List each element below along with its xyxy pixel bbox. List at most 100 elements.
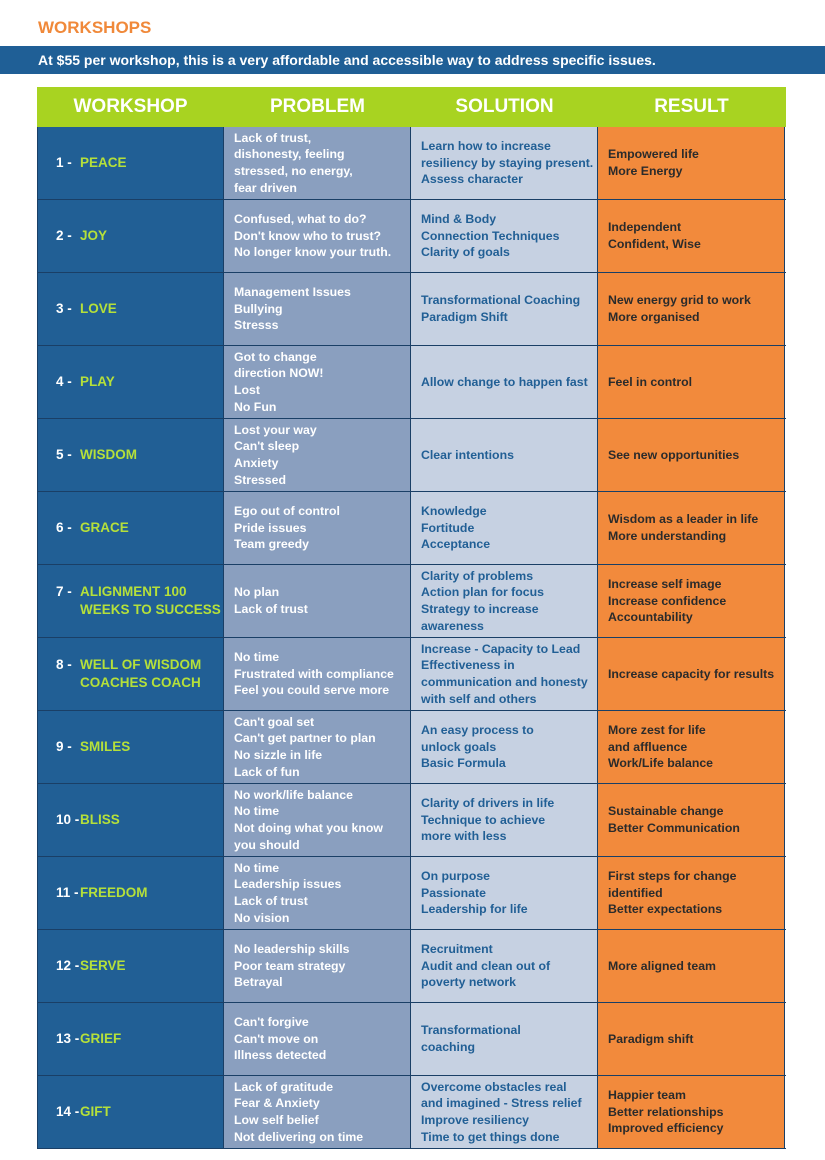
solution-line: Transformational (421, 1023, 521, 1038)
result-cell: New energy grid to work More organised (598, 273, 785, 345)
problem-line: Can't move on (234, 1031, 319, 1046)
problem-line: Betrayal (234, 975, 283, 990)
problem-cell: Confused, what to do? Don't know who to t… (224, 200, 411, 272)
workshop-number: 8 - (56, 657, 72, 672)
problem-line: Lack of trust (234, 602, 308, 616)
problem-line: Fear & Anxiety (234, 1096, 320, 1111)
result-line: Better expectations (608, 902, 723, 917)
solution-line: Technique to achieve (421, 812, 546, 827)
table-row: 8 - WELL OF WISDOM COACHES COACH No time Fru… (37, 638, 786, 711)
problem-line: Low self belief (234, 1113, 319, 1127)
solution-line: Strategy to increase (421, 602, 539, 616)
problem-line: No plan (234, 585, 280, 600)
result-line: identified (608, 885, 663, 900)
solution-line: Time to get things done (421, 1129, 560, 1144)
problem-cell: Management Issues Bullying Stresss (224, 273, 411, 345)
solution-line: with self and others (421, 691, 537, 706)
problem-cell: Can't forgive Can't move on Illness detect… (224, 1003, 411, 1075)
workshop-cell: 4 - PLAY (37, 346, 224, 418)
workshop-name: SMILES (80, 738, 130, 756)
workshop-name-line: SERVE (80, 958, 126, 973)
problem-line: Pride issues (234, 520, 307, 535)
workshop-number: 10 - (56, 812, 80, 827)
problem-line: Stressed (234, 472, 286, 487)
workshop-name-line: GIFT (80, 1104, 111, 1119)
workshop-cell: 2 - JOY (37, 200, 224, 272)
result-line: Sustainable change (608, 804, 724, 819)
workshop-name: FREEDOM (80, 884, 148, 902)
result-cell: Increase self image Increase confidence Ac… (598, 565, 785, 637)
problem-line: No Fun (234, 399, 277, 414)
table-row: 10 - BLISS No work/life balance No time Not … (37, 784, 786, 857)
problem-line: Feel you could serve more (234, 683, 390, 698)
solution-line: Paradigm Shift (421, 310, 508, 324)
workshop-number: 6 - (56, 520, 72, 535)
workshop-name-line: COACHES COACH (80, 675, 201, 690)
solution-line: Fortitude (421, 520, 475, 535)
result-line: Confident, Wise (608, 237, 701, 251)
table-row: 3 - LOVE Management Issues Bullying Stresss T… (37, 273, 786, 346)
result-line: More Energy (608, 164, 683, 178)
table-row: 6 - GRACE Ego out of control Pride issues Te… (37, 492, 786, 565)
problem-cell: No time Leadership issues Lack of trust No … (224, 857, 411, 929)
workshop-name: WISDOM (80, 446, 137, 464)
problem-cell: Lack of gratitude Fear & Anxiety Low self … (224, 1076, 411, 1148)
workshop-number: 13 - (56, 1031, 80, 1046)
result-line: More zest for life (608, 723, 706, 738)
solution-line: Action plan for focus (421, 585, 544, 600)
result-line: Feel in control (608, 374, 693, 389)
workshop-cell: 8 - WELL OF WISDOM COACHES COACH (37, 638, 224, 710)
table-row: 11 - FREEDOM No time Leadership issues Lack … (37, 857, 786, 930)
result-cell: More aligned team (598, 930, 785, 1002)
solution-line: Assess character (421, 172, 523, 187)
solution-line: Clear intentions (421, 447, 514, 462)
problem-line: fear driven (234, 180, 297, 195)
workshop-cell: 5 - WISDOM (37, 419, 224, 491)
solution-line: poverty network (421, 975, 516, 990)
workshop-name-line: WELL OF WISDOM (80, 657, 202, 672)
workshop-name-line: WEEKS TO SUCCESS (80, 602, 221, 617)
problem-line: Anxiety (234, 456, 279, 470)
workshop-cell: 3 - LOVE (37, 273, 224, 345)
problem-cell: No plan Lack of trust (224, 565, 411, 637)
problem-line: direction NOW! (234, 366, 324, 381)
solution-cell: Overcome obstacles real and imagined - St… (411, 1076, 598, 1148)
workshop-cell: 9 - SMILES (37, 711, 224, 783)
workshop-name-line: PEACE (80, 155, 127, 170)
result-cell: See new opportunities (598, 419, 785, 491)
solution-cell: Recruitment Audit and clean out of poverty… (411, 930, 598, 1002)
problem-line: No leadership skills (234, 942, 350, 957)
result-line: Independent (608, 220, 682, 235)
result-cell: Increase capacity for results (598, 638, 785, 710)
problem-line: Not delivering on time (234, 1129, 364, 1144)
result-line: Accountability (608, 610, 693, 625)
workshop-number: 11 - (56, 885, 79, 900)
result-line: Increase capacity for results (608, 666, 775, 681)
table-row: 9 - SMILES Can't goal set Can't get partner… (37, 711, 786, 784)
column-header: SOLUTION (455, 96, 554, 117)
solution-line: Connection Techniques (421, 228, 560, 243)
workshop-name-line: GRIEF (80, 1031, 122, 1046)
workshop-cell: 10 - BLISS (37, 784, 224, 856)
solution-line: coaching (421, 1040, 475, 1054)
workshop-number: 3 - (56, 301, 72, 316)
problem-line: Management Issues (234, 285, 351, 300)
solution-line: unlock goals (421, 739, 497, 754)
result-line: See new opportunities (608, 447, 740, 462)
workshop-name-line: JOY (80, 228, 108, 243)
solution-cell: An easy process to unlock goals Basic Form… (411, 711, 598, 783)
problem-line: Lost your way (234, 422, 317, 437)
result-line: More understanding (608, 529, 727, 543)
result-line: Work/Life balance (608, 756, 714, 771)
solution-line: Mind & Body (421, 212, 497, 227)
workshop-name-line: GRACE (80, 520, 129, 535)
solution-cell: Transformational coaching (411, 1003, 598, 1075)
problem-cell: Lack of trust, dishonesty, feeling stresse… (224, 127, 411, 199)
problem-line: Can't goal set (234, 714, 315, 729)
result-line: Paradigm shift (608, 1031, 694, 1046)
result-cell: Empowered life More Energy (598, 127, 785, 199)
column-header: RESULT (654, 96, 729, 117)
header-row: WORKSHOP PROBLEM SOLUTION RESULT (37, 87, 786, 127)
solution-line: Basic Formula (421, 756, 506, 771)
problem-cell: Got to change direction NOW! Lost No Fun (224, 346, 411, 418)
